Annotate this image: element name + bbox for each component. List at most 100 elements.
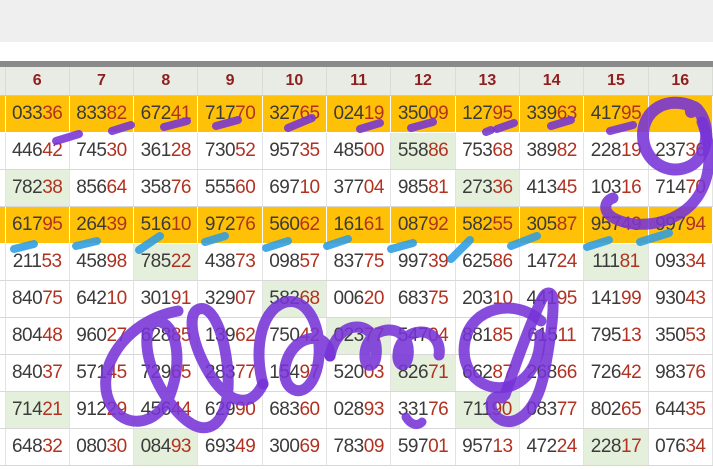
number-prefix: 644 <box>655 399 686 420</box>
column-header-15: 15 <box>583 67 649 96</box>
table-header: 6 7 8 9 10 11 12 13 14 15 16 <box>0 67 713 96</box>
number-suffix: 65 <box>170 362 192 383</box>
cell-row10-col16: 07634 <box>648 428 713 466</box>
cell-row9-col11: 02893 <box>326 391 392 429</box>
number-suffix: 62 <box>235 325 256 346</box>
cell-row2-col14: 38982 <box>519 132 585 170</box>
number-prefix: 983 <box>655 362 686 383</box>
cell-row10-col11: 78309 <box>326 428 392 466</box>
number-prefix: 672 <box>140 103 172 124</box>
cell-row1-col8: 67241 <box>133 95 199 133</box>
number-prefix: 714 <box>655 177 686 198</box>
number-suffix: 81 <box>428 177 449 198</box>
number-prefix: 111 <box>592 251 620 272</box>
number-prefix: 802 <box>590 399 622 420</box>
number-suffix: 64 <box>106 177 128 198</box>
number-prefix: 228 <box>590 140 622 161</box>
number-prefix: 745 <box>76 140 107 161</box>
number-suffix: 70 <box>685 177 706 198</box>
cell-row1-col9: 71770 <box>197 95 263 133</box>
number-prefix: 093 <box>655 251 686 272</box>
number-suffix: 27 <box>106 325 128 346</box>
cell-row4-col15: 95749 <box>583 206 649 244</box>
number-suffix: 85 <box>492 325 513 346</box>
number-prefix: 833 <box>76 103 107 124</box>
cut-column-cell <box>0 317 6 355</box>
number-suffix: 32 <box>42 436 63 457</box>
number-suffix: 85 <box>170 325 192 346</box>
cell-row3-col16: 71470 <box>648 169 713 207</box>
cell-row4-col8: 51610 <box>133 206 199 244</box>
table-row-4: 61795 26439 51610 97276 56062 16161 08792 58255… <box>0 206 713 244</box>
number-prefix: 329 <box>204 288 236 309</box>
cut-column-cell <box>0 169 6 207</box>
number-suffix: 86 <box>428 140 449 161</box>
cell-row6-col16: 93043 <box>648 280 713 318</box>
number-prefix: 785 <box>140 251 172 272</box>
cut-column-cell <box>0 243 6 281</box>
number-prefix: 582 <box>462 214 493 235</box>
cell-row7-col14: 61511 <box>519 317 585 355</box>
column-header-8: 8 <box>133 67 199 96</box>
number-suffix: 93 <box>170 436 192 457</box>
cell-row3-col15: 10316 <box>583 169 649 207</box>
cell-row7-col7: 96027 <box>69 317 135 355</box>
white-gap <box>0 42 713 61</box>
number-suffix: 48 <box>42 325 63 346</box>
number-suffix: 39 <box>428 251 449 272</box>
number-suffix: 24 <box>556 251 578 272</box>
number-prefix: 840 <box>11 362 43 383</box>
number-suffix: 28 <box>170 140 192 161</box>
number-prefix: 957 <box>269 140 300 161</box>
number-suffix: 19 <box>363 103 385 124</box>
number-prefix: 023 <box>333 325 365 346</box>
number-suffix: 04 <box>428 325 449 346</box>
number-prefix: 331 <box>397 399 429 420</box>
number-prefix: 084 <box>140 436 172 457</box>
number-prefix: 327 <box>269 103 300 124</box>
cell-row1-col16 <box>648 95 713 133</box>
number-prefix: 161 <box>333 214 365 235</box>
number-prefix: 147 <box>526 251 557 272</box>
cell-row3-col10: 69710 <box>262 169 328 207</box>
number-suffix: 09 <box>363 436 385 457</box>
number-suffix: 09 <box>428 103 449 124</box>
cell-row6-col11: 00620 <box>326 280 392 318</box>
cell-row4-col16: 99794 <box>648 206 713 244</box>
number-prefix: 750 <box>269 325 300 346</box>
number-suffix: 99 <box>621 288 642 309</box>
cell-row5-col9: 43873 <box>197 243 263 281</box>
number-prefix: 006 <box>333 288 365 309</box>
number-prefix: 985 <box>397 177 429 198</box>
table-row-9: 71421 91229 45644 62990 68360 02893 33176 71190… <box>0 391 713 429</box>
number-suffix: 77 <box>235 362 256 383</box>
number-suffix: 77 <box>363 325 385 346</box>
column-header-11: 11 <box>326 67 392 96</box>
number-suffix: 82 <box>556 140 578 161</box>
number-prefix: 377 <box>333 177 365 198</box>
cell-row5-col12: 99739 <box>390 243 456 281</box>
cell-row2-col13: 75368 <box>455 132 521 170</box>
cell-row1-col10: 32765 <box>262 95 328 133</box>
number-suffix: 76 <box>685 362 706 383</box>
cell-row4-col13: 58255 <box>455 206 521 244</box>
number-suffix: 07 <box>235 288 256 309</box>
number-prefix: 358 <box>140 177 172 198</box>
cell-row6-col15: 14199 <box>583 280 649 318</box>
cell-row5-col7: 45898 <box>69 243 135 281</box>
number-suffix: 81 <box>619 251 641 272</box>
cell-row2-col15: 22819 <box>583 132 649 170</box>
cell-row3-col12: 98581 <box>390 169 456 207</box>
cell-row3-col14: 41345 <box>519 169 585 207</box>
cell-row8-col10: 15497 <box>262 354 328 392</box>
cell-row1-col15: 41795 <box>583 95 649 133</box>
cell-row10-col12: 59701 <box>390 428 456 466</box>
number-prefix: 683 <box>269 399 300 420</box>
number-prefix: 154 <box>269 362 300 383</box>
number-prefix: 211 <box>12 251 42 272</box>
cell-row9-col13: 71190 <box>455 391 521 429</box>
divider-bar <box>0 61 713 67</box>
number-prefix: 083 <box>526 399 557 420</box>
cell-row6-col8: 30191 <box>133 280 199 318</box>
cut-column-cell <box>0 132 6 170</box>
